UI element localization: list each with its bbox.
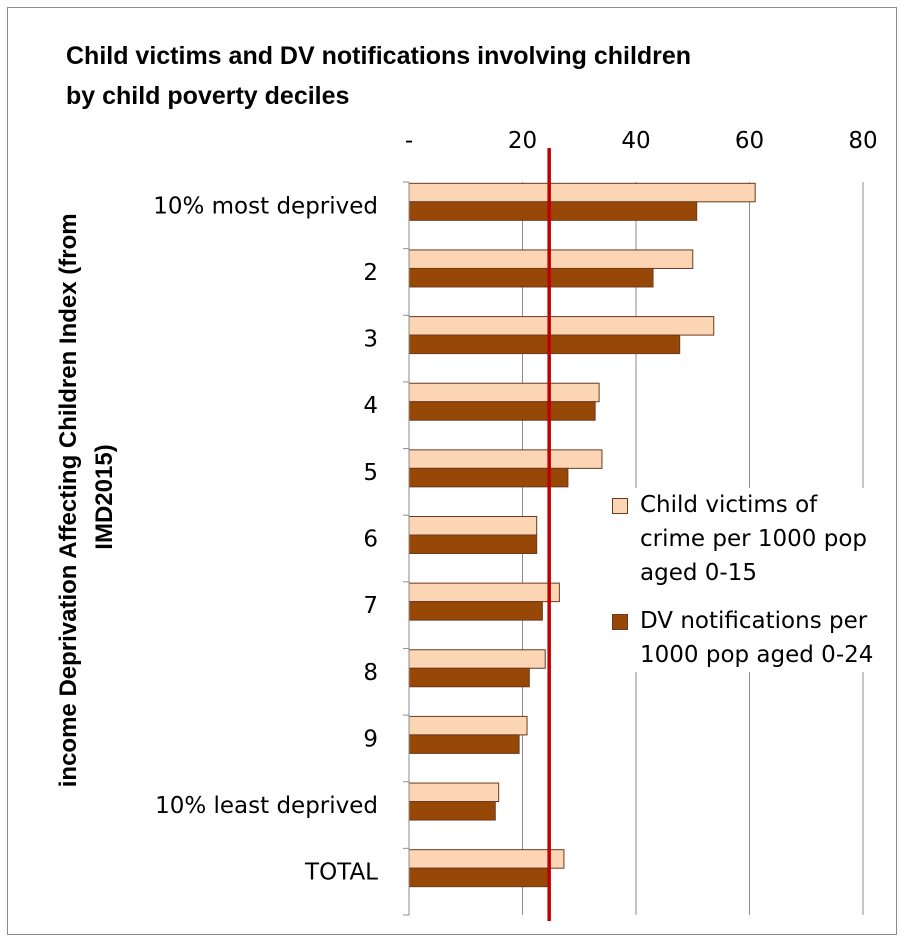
bar-child-victims-5 <box>409 517 537 536</box>
legend-item-dv-notifications: DV notifications per 1000 pop aged 0-24 <box>606 604 896 672</box>
x-tick-label-0: - <box>405 128 413 154</box>
bar-child-victims-4 <box>409 450 602 469</box>
bar-child-victims-8 <box>409 716 527 735</box>
bar-dv-notifications-6 <box>409 602 542 621</box>
legend-item-child-victims: Child victims of crime per 1000 pop aged… <box>606 488 896 590</box>
bar-dv-notifications-9 <box>409 802 495 821</box>
category-label-6: 7 <box>363 593 378 619</box>
bar-child-victims-0 <box>409 183 755 202</box>
bar-dv-notifications-2 <box>409 335 680 354</box>
category-labels: 10% most deprived 2 3 4 5 6 7 8 9 10% least depri… <box>153 193 378 885</box>
bar-child-victims-10 <box>409 850 564 869</box>
bar-child-victims-3 <box>409 383 599 402</box>
x-axis-ticks: - 20 40 60 80 <box>405 128 878 154</box>
legend-label-child-victims-line-2: crime per 1000 pop <box>640 522 896 556</box>
bar-dv-notifications-1 <box>409 268 653 287</box>
category-label-0: 10% most deprived <box>153 193 378 219</box>
category-label-7: 8 <box>363 660 378 686</box>
x-tick-label-80: 80 <box>848 128 877 154</box>
legend-swatch-dv-notifications <box>612 614 628 630</box>
category-label-4: 5 <box>363 460 378 486</box>
legend-label-dv-notifications-line-1: DV notifications per <box>640 604 896 638</box>
legend: Child victims of crime per 1000 pop aged… <box>606 488 896 672</box>
bar-dv-notifications-3 <box>409 402 595 421</box>
category-label-9: 10% least deprived <box>155 793 378 819</box>
bar-dv-notifications-0 <box>409 202 697 221</box>
x-tick-label-20: 20 <box>508 128 537 154</box>
y-axis-title-line-2: IMD2015) <box>91 444 118 549</box>
category-label-2: 3 <box>363 327 378 353</box>
bar-child-victims-6 <box>409 583 559 602</box>
bar-dv-notifications-4 <box>409 468 568 487</box>
x-tick-label-60: 60 <box>735 128 764 154</box>
category-label-5: 6 <box>363 527 378 553</box>
category-label-10: TOTAL <box>304 860 378 886</box>
category-label-3: 4 <box>363 393 378 419</box>
category-label-1: 2 <box>363 260 378 286</box>
bar-dv-notifications-10 <box>409 868 549 887</box>
x-tick-label-40: 40 <box>621 128 650 154</box>
bar-dv-notifications-7 <box>409 668 529 687</box>
bar-child-victims-2 <box>409 317 714 336</box>
legend-label-child-victims-line-3: aged 0-15 <box>640 556 896 590</box>
y-axis-title-line-1: income Deprivation Affecting Children In… <box>55 213 82 787</box>
legend-swatch-child-victims <box>612 498 628 514</box>
bar-dv-notifications-8 <box>409 735 519 754</box>
bar-child-victims-9 <box>409 783 499 802</box>
legend-label-child-victims-line-1: Child victims of <box>640 488 896 522</box>
y-axis-title: income Deprivation Affecting Children In… <box>55 207 118 788</box>
legend-label-dv-notifications-line-2: 1000 pop aged 0-24 <box>640 638 896 672</box>
category-label-8: 9 <box>363 726 378 752</box>
bar-child-victims-7 <box>409 650 545 669</box>
bar-dv-notifications-5 <box>409 535 537 554</box>
